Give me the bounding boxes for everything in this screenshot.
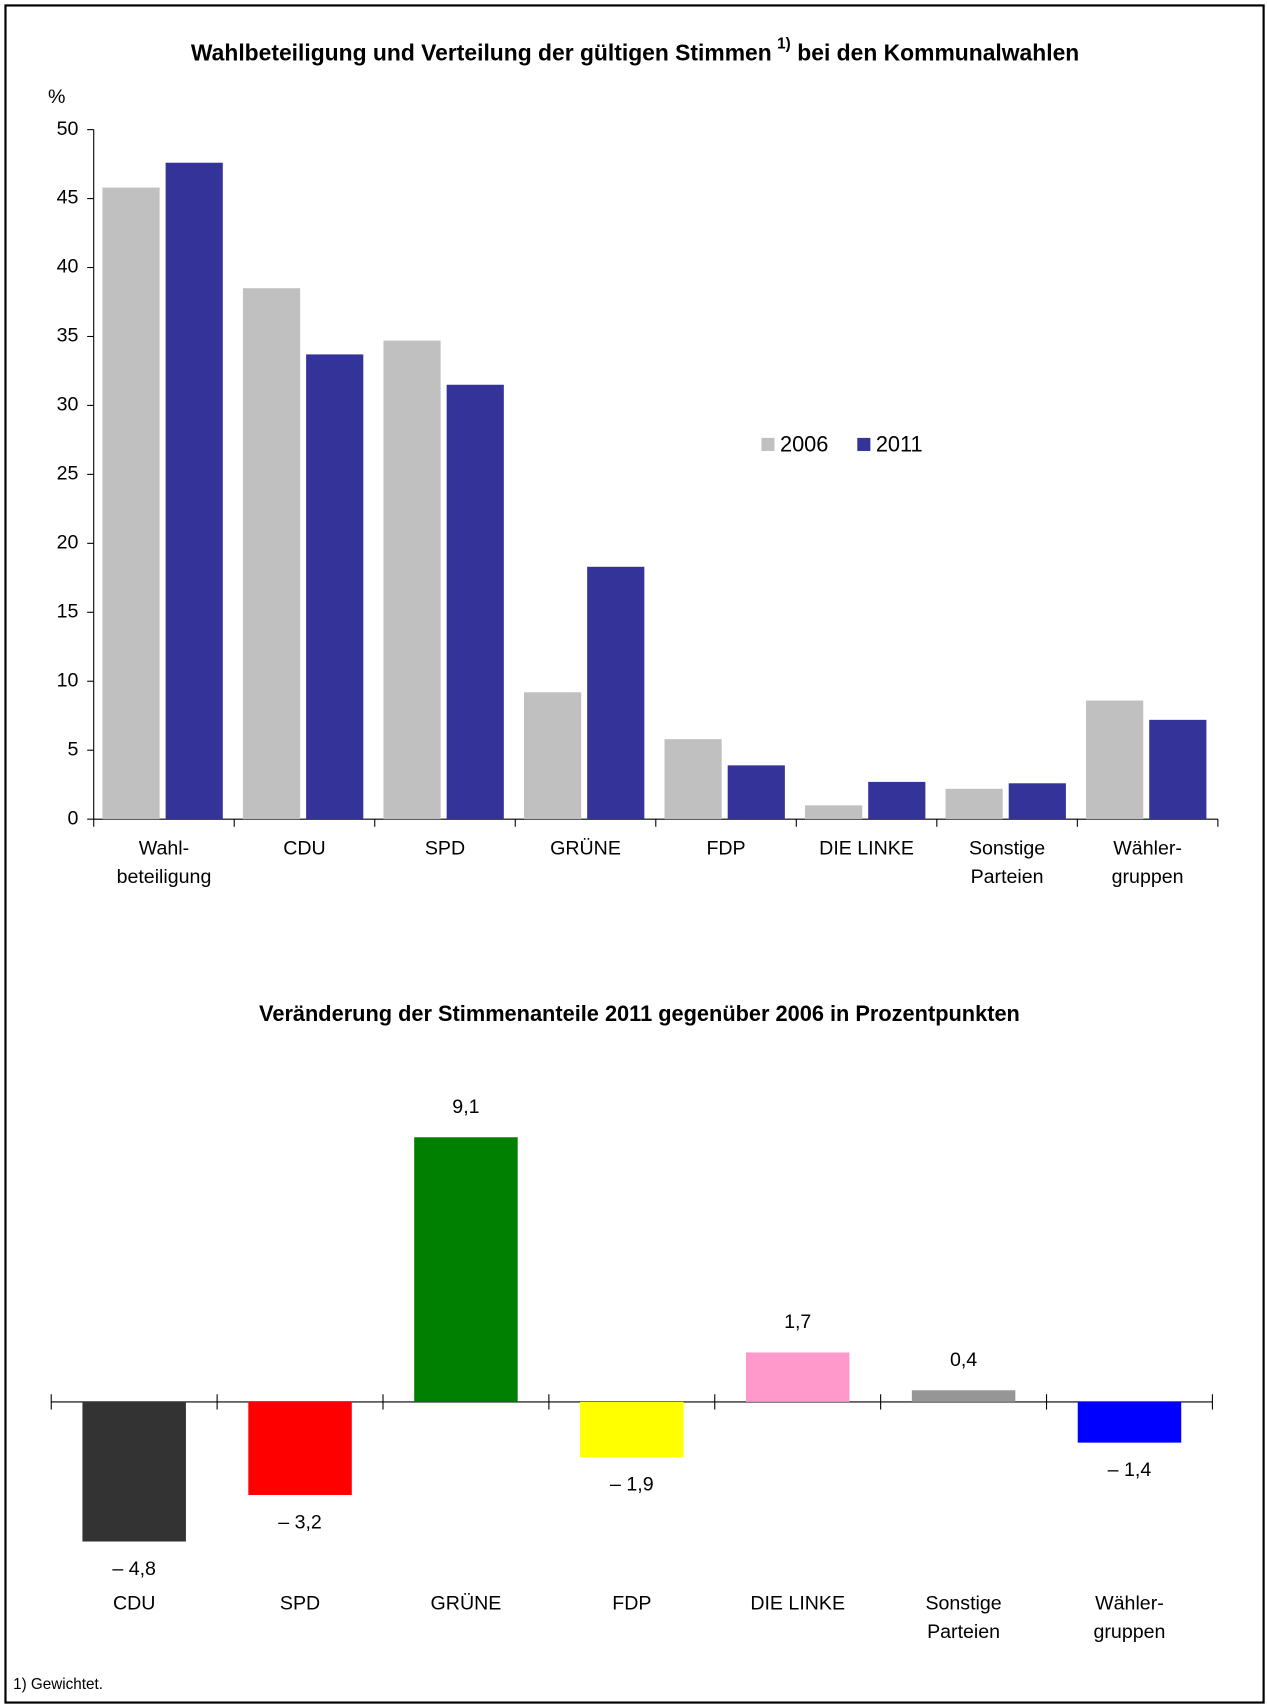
value-label: 0,4: [950, 1349, 977, 1371]
bar: [1008, 783, 1066, 820]
bar: [664, 739, 722, 820]
bar: [523, 692, 582, 820]
value-label: 1,7: [784, 1311, 811, 1333]
y-tick-label: 35: [57, 325, 79, 347]
x-tick-label-line: SPD: [425, 838, 465, 860]
bar: [446, 384, 504, 820]
value-label: – 1,4: [1108, 1459, 1152, 1481]
x-tick-label-line: DIE LINKE: [750, 1593, 845, 1615]
bar: [805, 805, 863, 820]
bar: [102, 187, 160, 820]
bar: [242, 288, 301, 820]
x-tick-label-line: Wähler-: [1095, 1593, 1164, 1615]
y-tick-label: 40: [57, 256, 79, 278]
x-tick-label-line: SPD: [280, 1593, 320, 1615]
bar: [945, 788, 1003, 820]
bar: [414, 1137, 518, 1402]
bar: [306, 354, 364, 820]
bar: [1077, 1401, 1182, 1443]
x-tick-label-line: Wahl-: [139, 838, 189, 860]
x-tick-label: FDP: [612, 1593, 651, 1615]
value-label: – 3,2: [278, 1511, 322, 1533]
legend-swatch: [761, 437, 775, 451]
bar: [580, 1401, 684, 1458]
x-tick-label-line: gruppen: [1094, 1621, 1166, 1643]
y-tick-label: 30: [57, 394, 79, 416]
bar: [383, 340, 441, 820]
bar: [165, 162, 223, 820]
y-tick-label: 5: [68, 738, 79, 760]
x-tick-label: DIE LINKE: [750, 1593, 845, 1615]
x-tick-label-line: CDU: [113, 1593, 155, 1615]
bar: [1149, 719, 1207, 820]
x-tick-label-line: gruppen: [1112, 866, 1184, 888]
x-tick-label-line: Wähler-: [1113, 838, 1182, 860]
x-tick-label-line: Parteien: [927, 1621, 1000, 1643]
y-tick-label: 10: [57, 669, 79, 691]
x-tick-label: DIE LINKE: [819, 838, 914, 860]
bar: [868, 781, 926, 820]
y-tick-label: 50: [57, 118, 79, 140]
x-tick-label: FDP: [706, 838, 745, 860]
legend-swatch: [857, 437, 871, 451]
legend-label: 2006: [780, 431, 828, 456]
x-tick-label-line: GRÜNE: [550, 838, 621, 860]
y-tick-label: 20: [57, 532, 79, 554]
x-tick-label-line: DIE LINKE: [819, 838, 914, 860]
y-axis-label: %: [48, 86, 65, 108]
value-label: 9,1: [452, 1096, 479, 1118]
bar: [587, 566, 645, 820]
y-tick-label: 0: [68, 807, 79, 829]
x-tick-label-line: Parteien: [971, 866, 1044, 888]
x-tick-label: Sonstige Parteien: [969, 838, 1045, 888]
x-tick-label-line: Sonstige: [925, 1593, 1001, 1615]
title-end: bei den Kommunalwahlen: [797, 40, 1079, 66]
footnote: 1) Gewichtet.: [13, 1676, 103, 1693]
x-tick-label-line: FDP: [612, 1593, 651, 1615]
x-tick-label: SPD: [425, 838, 465, 860]
x-tick-label: SPD: [280, 1593, 320, 1615]
x-tick-label-line: CDU: [283, 838, 325, 860]
x-tick-label: CDU: [283, 838, 325, 860]
x-tick-label: GRÜNE: [550, 838, 621, 860]
chart-title: Veränderung der Stimmenanteile 2011 gege…: [259, 1001, 1020, 1026]
x-tick-label-line: Sonstige: [969, 838, 1045, 860]
x-tick-label: Wähler-gruppen: [1094, 1593, 1166, 1643]
legend-label: 2011: [876, 431, 923, 456]
value-label: – 4,8: [112, 1558, 156, 1580]
x-tick-label: Wähler-gruppen: [1112, 838, 1184, 888]
x-tick-label: GRÜNE: [431, 1593, 502, 1615]
y-tick-label: 15: [57, 600, 79, 622]
title-main: Wahlbeteiligung und Verteilung der gülti…: [191, 40, 772, 66]
bar: [745, 1352, 850, 1402]
bar: [911, 1390, 1016, 1402]
x-tick-label: Wahl-beteiligung: [117, 838, 212, 888]
y-tick-label: 25: [57, 463, 79, 485]
value-label: – 1,9: [610, 1474, 654, 1496]
x-tick-label: CDU: [113, 1593, 155, 1615]
x-tick-label-line: FDP: [706, 838, 745, 860]
chart-title: Wahlbeteiligung und Verteilung der gülti…: [191, 36, 1079, 66]
bar: [727, 765, 785, 820]
bar: [1086, 700, 1144, 820]
title-note: 1): [777, 36, 791, 53]
x-tick-label-line: GRÜNE: [431, 1593, 502, 1615]
bar: [82, 1401, 186, 1542]
y-tick-label: 45: [57, 187, 79, 209]
x-tick-label: Sonstige Parteien: [925, 1593, 1001, 1643]
bar: [248, 1401, 352, 1495]
x-tick-label-line: beteiligung: [117, 866, 212, 888]
